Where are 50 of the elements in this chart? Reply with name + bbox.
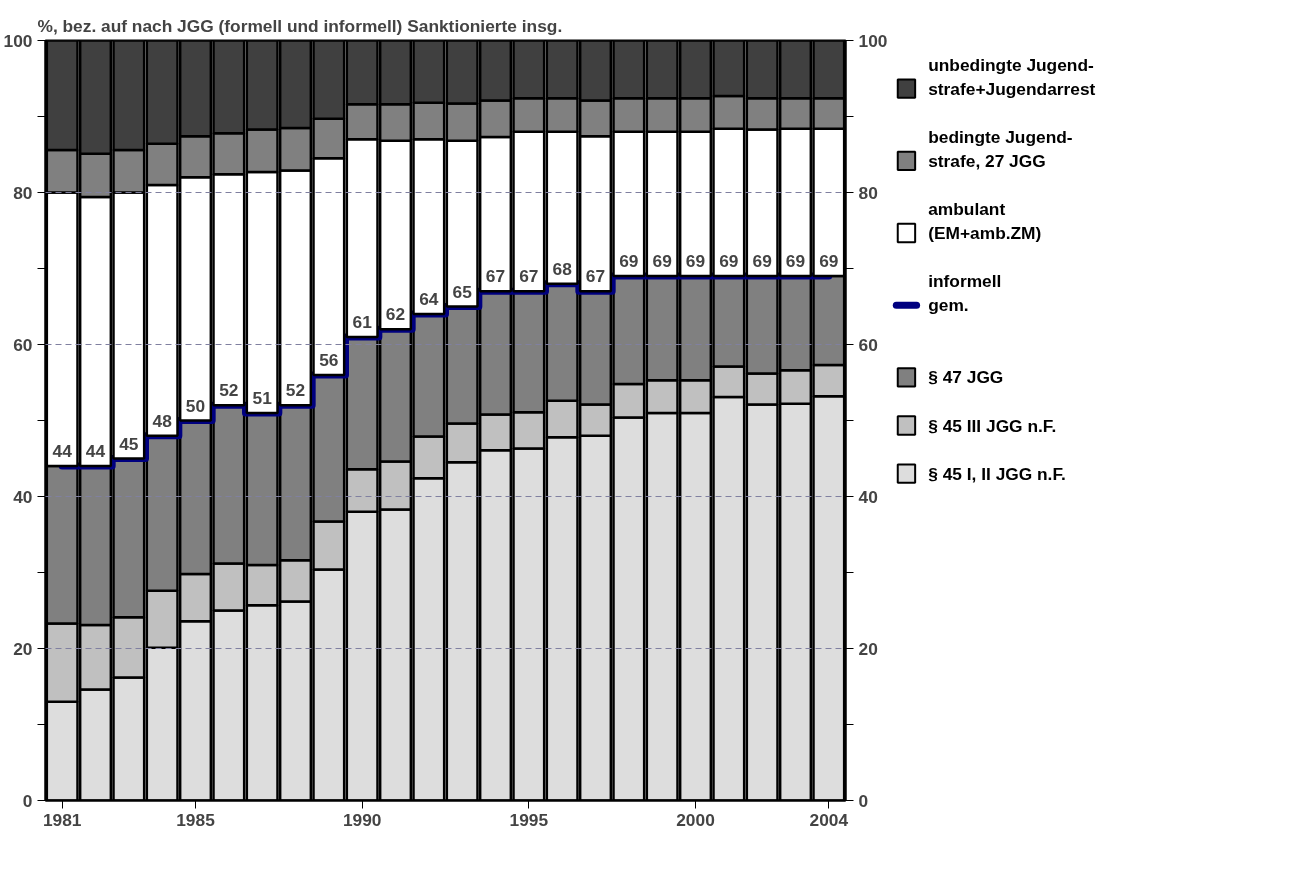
data-label: 69 xyxy=(819,251,839,272)
y2-tick-label: 20 xyxy=(858,638,878,659)
data-label: 56 xyxy=(319,349,339,370)
data-label: 50 xyxy=(185,395,206,416)
y-tick-label: 20 xyxy=(13,638,33,659)
data-label: 69 xyxy=(652,251,672,272)
y-tick-label: 100 xyxy=(3,30,33,51)
data-label: 62 xyxy=(385,304,406,325)
y2-tick-label: 100 xyxy=(858,30,888,51)
data-label: 64 xyxy=(419,289,439,310)
data-label: 69 xyxy=(752,251,772,272)
x-tick-label: 2000 xyxy=(676,809,715,830)
legend-label: § 45 I, II JGG n.F. xyxy=(928,463,1066,484)
data-label: 68 xyxy=(552,258,573,279)
y2-tick-label: 80 xyxy=(858,182,878,203)
data-label: 44 xyxy=(85,441,106,462)
data-label: 52 xyxy=(219,380,239,401)
data-label: 44 xyxy=(52,441,73,462)
y2-tick-label: 0 xyxy=(858,790,869,811)
y2-tick-label: 40 xyxy=(858,486,878,507)
data-label: 69 xyxy=(619,251,639,272)
data-label: 69 xyxy=(719,251,739,272)
data-label: 45 xyxy=(119,433,139,454)
x-tick-label: 1990 xyxy=(342,809,382,830)
x-tick-label: 1995 xyxy=(509,809,549,830)
data-label: 48 xyxy=(152,410,173,431)
y-tick-label: 60 xyxy=(13,334,33,355)
data-label: 67 xyxy=(519,266,539,287)
legend-label: ambulant (EM+amb.ZM) xyxy=(928,198,1042,243)
y-tick-label: 80 xyxy=(13,182,33,203)
data-label: 67 xyxy=(485,266,506,287)
data-label: 69 xyxy=(785,251,806,272)
legend-label: unbedingte Jugend- strafe+Jugendarrest xyxy=(928,54,1096,99)
data-label: 61 xyxy=(352,311,373,332)
y-tick-label: 40 xyxy=(13,486,33,507)
data-label: 52 xyxy=(285,380,306,401)
legend-label: bedingte Jugend- strafe, 27 JGG xyxy=(928,126,1073,171)
x-tick-label: 1985 xyxy=(176,809,216,830)
chart-title: %, bez. auf nach JGG (formell und informell) Sanktionierte insg. xyxy=(37,15,563,36)
legend-label: § 47 JGG xyxy=(928,367,1004,388)
x-tick-label: 1981 xyxy=(42,809,82,830)
y-tick-label: 0 xyxy=(22,790,33,811)
data-label: 67 xyxy=(585,266,606,287)
legend-label: § 45 III JGG n.F. xyxy=(928,415,1057,436)
legend-label: informell gem. xyxy=(928,271,1002,316)
y2-tick-label: 60 xyxy=(858,334,878,355)
data-label: 69 xyxy=(685,251,706,272)
x-tick-label: 2004 xyxy=(809,809,849,830)
data-label: 65 xyxy=(452,281,473,302)
data-label: 51 xyxy=(252,387,273,408)
